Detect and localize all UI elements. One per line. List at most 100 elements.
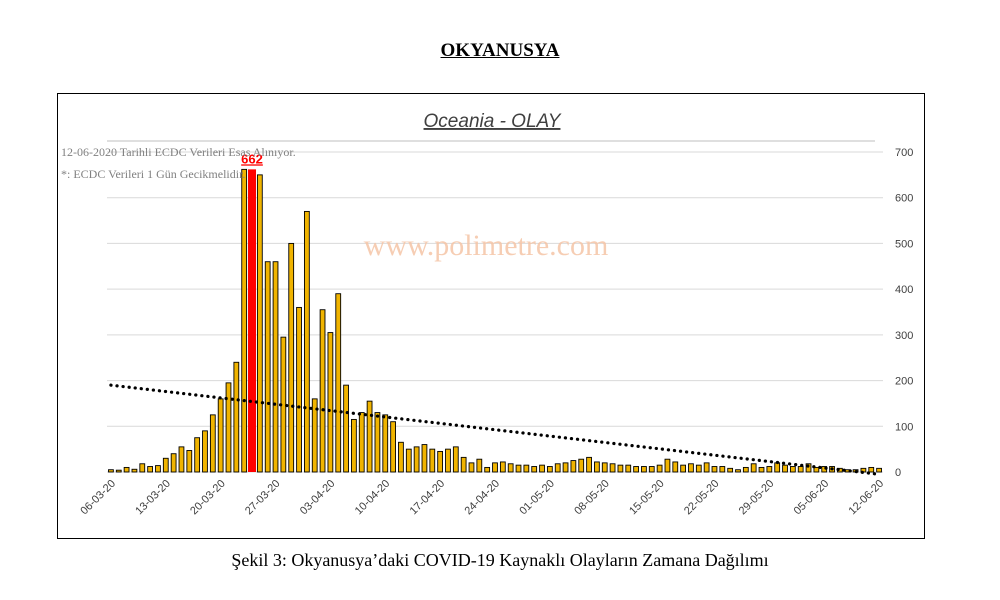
bar	[735, 469, 741, 473]
bar	[131, 468, 138, 473]
bar	[319, 309, 326, 473]
chart: Oceania - OLAY 662 0 100 200 300 400 500 600 70…	[61, 111, 913, 518]
bar	[758, 466, 765, 473]
x-tick-label: 27-03-20	[243, 478, 283, 518]
bar	[688, 463, 694, 473]
trend-line	[109, 383, 881, 476]
y-tick-label: 300	[895, 330, 913, 342]
bar	[437, 450, 444, 473]
bar	[296, 306, 302, 473]
bar	[539, 464, 545, 473]
bar	[429, 448, 436, 473]
x-tick-label: 13-03-20	[133, 478, 173, 518]
bar	[162, 457, 169, 473]
bar	[719, 466, 726, 473]
bar	[460, 456, 467, 473]
bar	[241, 168, 248, 473]
bar	[492, 462, 498, 473]
bar	[452, 446, 459, 473]
bar	[672, 461, 679, 473]
x-tick-label: 22-05-20	[682, 478, 722, 518]
bar	[155, 465, 161, 473]
bar	[648, 466, 655, 473]
bar	[727, 467, 734, 473]
x-tick-label: 17-04-20	[408, 478, 448, 518]
x-tick-label: 10-04-20	[353, 478, 393, 518]
bar	[664, 458, 671, 473]
bar	[264, 261, 271, 473]
bar	[445, 448, 451, 473]
bar	[789, 466, 796, 473]
x-tick-label: 08-05-20	[572, 478, 612, 518]
bar	[398, 441, 404, 473]
bar	[421, 444, 428, 473]
bar	[484, 466, 491, 473]
y-tick-label: 500	[895, 238, 913, 250]
bar	[288, 242, 295, 473]
y-tick-label: 0	[895, 467, 901, 479]
bar	[601, 462, 608, 473]
y-tick-label: 100	[895, 421, 913, 433]
bar	[656, 464, 663, 473]
x-tick-label: 15-05-20	[627, 478, 667, 518]
x-tick-label: 24-04-20	[462, 478, 502, 518]
bar	[327, 332, 334, 473]
bar	[750, 463, 757, 473]
bar	[578, 458, 585, 473]
bar	[641, 466, 647, 473]
chart-title: Oceania - OLAY	[424, 111, 562, 132]
bar	[562, 462, 569, 473]
bar	[108, 469, 114, 473]
bar	[782, 464, 788, 473]
bar	[546, 466, 553, 473]
bar	[186, 450, 193, 473]
bar	[366, 400, 373, 473]
x-tick-label: 20-03-20	[188, 478, 228, 518]
x-tick-label: 29-05-20	[737, 478, 777, 518]
x-tick-label: 03-04-20	[298, 478, 338, 518]
bar	[531, 466, 538, 473]
bar	[209, 414, 216, 473]
chart-frame	[57, 93, 925, 539]
bar	[405, 448, 412, 473]
bar	[625, 464, 632, 473]
bar	[382, 414, 389, 473]
figure-caption: Şekil 3: Okyanusya’daki COVID-19 Kaynakl…	[231, 550, 769, 570]
bar	[774, 462, 781, 473]
bar	[876, 467, 882, 473]
bar	[515, 464, 522, 473]
bars	[108, 168, 882, 473]
y-tick-labels: 0 100 200 300 400 500 600 700	[895, 147, 913, 479]
bar	[507, 463, 514, 473]
x-tick-labels: 06-03-20 13-03-20 20-03-20 27-03-20 03-04-20…	[78, 478, 886, 518]
bar	[272, 261, 279, 473]
x-tick-label: 01-05-20	[517, 478, 557, 518]
bar	[413, 446, 420, 473]
bar	[139, 463, 146, 473]
bar	[343, 384, 349, 473]
bar	[570, 460, 577, 473]
y-tick-label: 400	[895, 284, 913, 296]
page-heading: OKYANUSYA	[440, 40, 560, 61]
y-tick-label: 700	[895, 147, 913, 159]
bar	[703, 462, 710, 473]
bar	[680, 464, 687, 473]
highlight-bar	[248, 169, 257, 472]
bar	[311, 398, 318, 473]
highlight: 662	[241, 151, 263, 472]
bar	[742, 466, 749, 473]
bar	[476, 458, 483, 473]
bar	[351, 418, 357, 473]
bar	[123, 466, 130, 473]
bar	[797, 466, 804, 473]
trend-line-path	[109, 383, 881, 476]
bar	[554, 463, 561, 473]
x-tick-label: 12-06-20	[847, 478, 887, 518]
bar	[594, 461, 600, 473]
bar	[805, 463, 812, 473]
bar	[695, 464, 702, 473]
bar	[178, 446, 185, 473]
bar	[194, 437, 201, 473]
bar	[217, 398, 224, 473]
bar	[335, 293, 342, 473]
